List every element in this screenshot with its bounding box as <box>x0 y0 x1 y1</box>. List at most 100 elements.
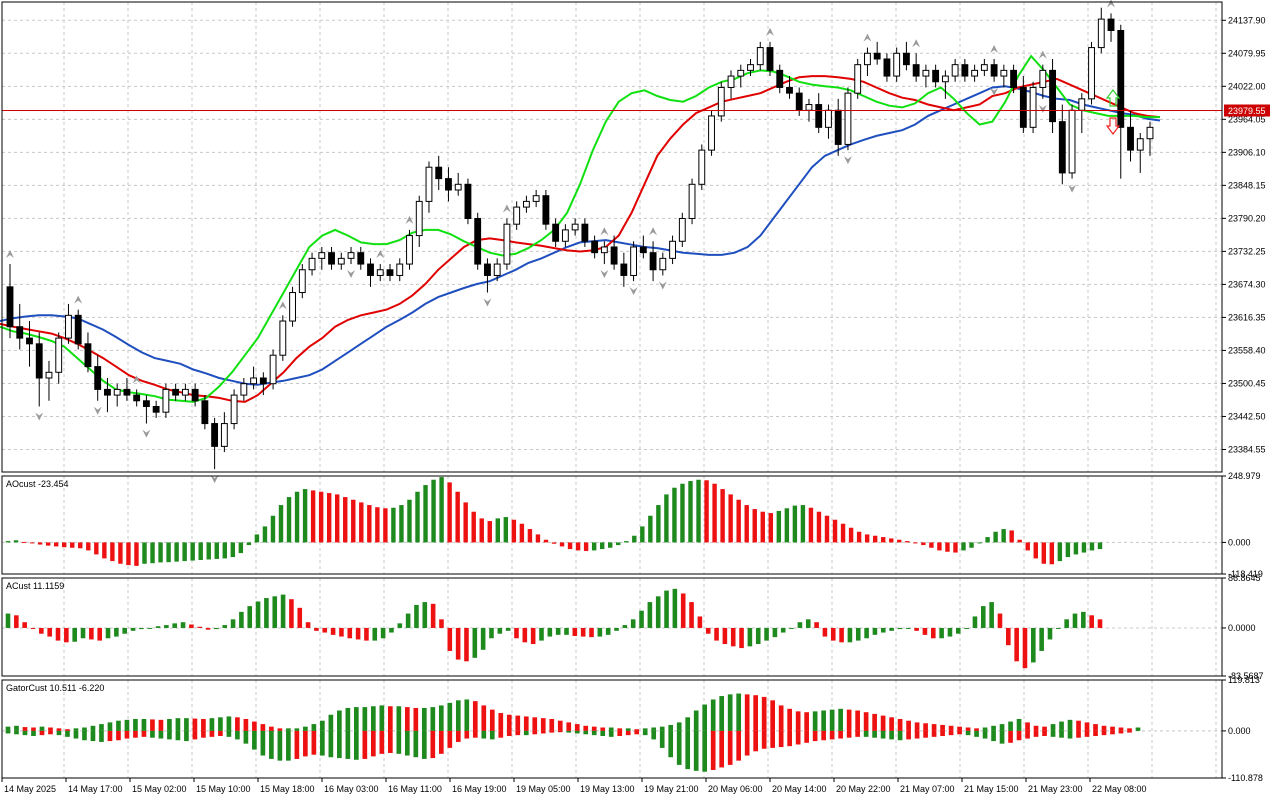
time-tick-label: 20 May 14:00 <box>772 784 827 794</box>
gator-upper-bar <box>761 696 767 731</box>
gator-lower-bar <box>116 730 121 741</box>
gator-upper-bar <box>1025 722 1030 731</box>
histogram-bar <box>142 542 147 564</box>
gator-lower-bar <box>506 730 512 736</box>
histogram-bar <box>1081 542 1087 553</box>
histogram-bar <box>714 627 719 641</box>
gator-lower-bar <box>608 730 614 737</box>
gator-lower-bar <box>838 730 843 739</box>
gator-lower-bar <box>481 730 487 739</box>
candle <box>1058 104 1066 185</box>
candle-body <box>532 195 540 202</box>
candle-body <box>357 252 365 265</box>
histogram-bar <box>415 491 420 543</box>
candle <box>1000 64 1008 88</box>
gator-lower-bar <box>1016 730 1022 741</box>
candle-body <box>298 269 306 294</box>
candle-body <box>74 314 82 345</box>
candle <box>250 366 258 390</box>
histogram-bar <box>591 542 597 551</box>
gator-upper-bar <box>489 709 495 731</box>
current-price-text: 23979.55 <box>1228 106 1266 116</box>
candle-body <box>337 257 345 265</box>
gator-lower-bar <box>362 730 368 759</box>
gator-lower-bar <box>31 730 36 736</box>
gator-lower-bar <box>812 730 818 742</box>
candle-body <box>630 246 638 276</box>
gator-lower-bar <box>625 730 631 736</box>
histogram-bar <box>430 603 436 628</box>
candle-body <box>133 394 141 402</box>
price-pane[interactable]: 24137.90 24079.95 24022.00 23964.05 23906.10… <box>0 0 1270 484</box>
candle-body <box>279 320 287 356</box>
histogram-bar <box>472 627 478 658</box>
histogram-bar <box>347 627 353 639</box>
histogram-bar <box>551 542 557 544</box>
candle-body <box>1146 126 1154 140</box>
gator-upper-bar <box>931 724 937 731</box>
histogram-bar <box>1057 542 1063 562</box>
candle <box>406 229 413 270</box>
candles <box>6 7 1154 470</box>
candle-body <box>552 223 560 242</box>
histogram-bar <box>953 542 958 553</box>
histogram-bar <box>805 619 811 628</box>
histogram-bar <box>158 542 163 563</box>
histogram-bar <box>30 627 36 629</box>
histogram-bar <box>439 477 444 543</box>
gator-lower-bar <box>218 730 223 736</box>
gator-lower-bar <box>642 730 648 736</box>
gator-upper-bar <box>124 719 130 731</box>
histogram-bar <box>747 627 753 647</box>
gator-lower-bar <box>710 730 716 770</box>
gator-pane[interactable]: 119.813 0.000 -110.878 GatorCust 10.511 -6… <box>2 675 1263 783</box>
candle <box>94 355 102 401</box>
gator-lower-bar <box>736 730 742 761</box>
price-grid <box>2 2 1222 472</box>
fractal-up-icon <box>405 215 414 224</box>
gator-lower-bar <box>515 730 521 736</box>
candle <box>1146 121 1154 156</box>
histogram-bar <box>511 519 517 543</box>
histogram-bar <box>155 626 161 628</box>
candle <box>844 87 852 151</box>
gator-lower-bar <box>659 730 665 748</box>
gator-upper-bar <box>73 728 79 731</box>
gator-lower-bar <box>566 730 572 733</box>
histogram-bar <box>872 627 878 635</box>
up-arrow-icon <box>1105 89 1121 107</box>
gator-lower-bar <box>617 730 623 736</box>
candle <box>1068 104 1076 179</box>
histogram-bar <box>1009 530 1014 543</box>
candle <box>864 47 871 77</box>
gator-lower-bar <box>82 730 87 741</box>
histogram-bar <box>921 542 926 546</box>
gator-lower-bar <box>235 730 240 740</box>
histogram-bar <box>359 502 364 543</box>
candle <box>542 190 550 230</box>
gator-lower-bar <box>447 730 453 748</box>
gator-lower-bar <box>252 730 257 750</box>
candle-body <box>825 109 832 128</box>
gator-lower-bar <box>685 730 691 770</box>
fractal-down-icon <box>142 429 151 438</box>
candle-body <box>747 64 754 71</box>
gator-upper-bar <box>150 719 155 731</box>
gator-upper-bar <box>889 717 894 731</box>
candle-body <box>717 86 725 117</box>
histogram-bar <box>172 623 178 628</box>
ac-pane[interactable]: 86.8645 0.0000 -83.5687 ACust 11.1159 <box>2 573 1264 681</box>
gator-upper-bar <box>1093 724 1098 731</box>
ao-pane[interactable]: 248.979 0.000 -118.419 AOcust -23.454 <box>2 471 1263 579</box>
histogram-bar <box>1049 542 1055 565</box>
time-tick-label: 16 May 11:00 <box>388 784 442 794</box>
histogram-bar <box>961 542 966 551</box>
histogram-bar <box>405 613 411 628</box>
histogram-bar <box>94 542 99 555</box>
histogram-bar <box>1064 619 1069 628</box>
histogram-bar <box>605 627 611 635</box>
candle <box>922 64 930 88</box>
fractal-down-icon <box>629 287 638 296</box>
gator-upper-bar <box>651 727 657 731</box>
